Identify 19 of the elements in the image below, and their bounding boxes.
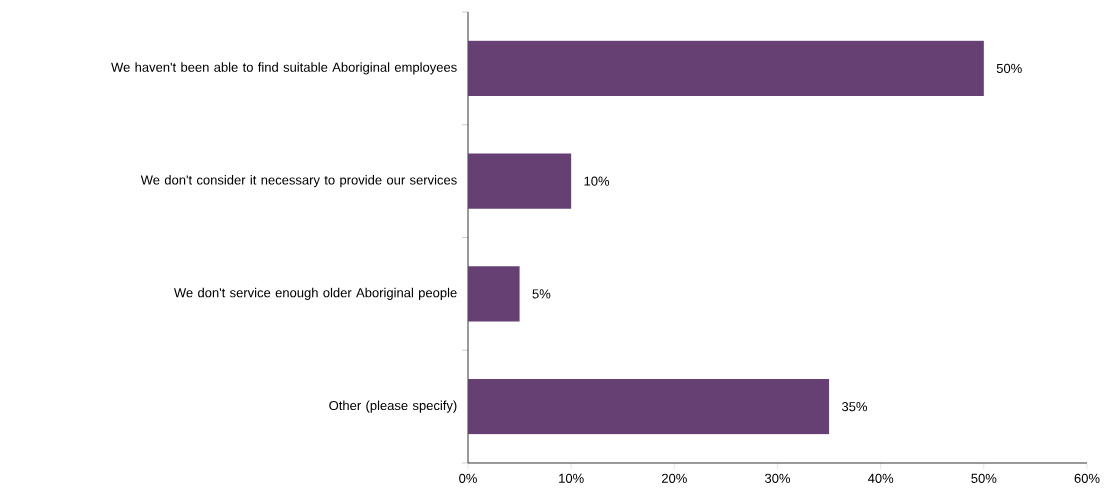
x-tick-label: 40% bbox=[867, 473, 894, 483]
data-label: 50% bbox=[996, 63, 1022, 73]
y-tick-label: We don't service enough older Aboriginal people bbox=[173, 287, 457, 300]
y-tick-label: Other (please specify) bbox=[329, 400, 457, 413]
y-tick-label: We don't consider it necessary to provide our services bbox=[140, 175, 457, 188]
x-tick-label: 0% bbox=[459, 473, 477, 483]
y-tick-label: We haven't been able to find suitable Aboriginal employees bbox=[111, 62, 457, 75]
bar bbox=[468, 266, 520, 322]
x-tick-label: 30% bbox=[764, 473, 791, 483]
x-tick-label: 50% bbox=[971, 473, 997, 483]
data-label: 5% bbox=[532, 289, 551, 299]
x-tick-label: 10% bbox=[559, 473, 584, 483]
data-label: 35% bbox=[841, 402, 868, 412]
x-tick-label: 20% bbox=[661, 473, 687, 483]
bar bbox=[468, 153, 572, 209]
bar bbox=[468, 378, 830, 435]
bar bbox=[468, 40, 984, 96]
data-label: 10% bbox=[584, 176, 610, 186]
x-tick-label: 60% bbox=[1074, 473, 1100, 483]
